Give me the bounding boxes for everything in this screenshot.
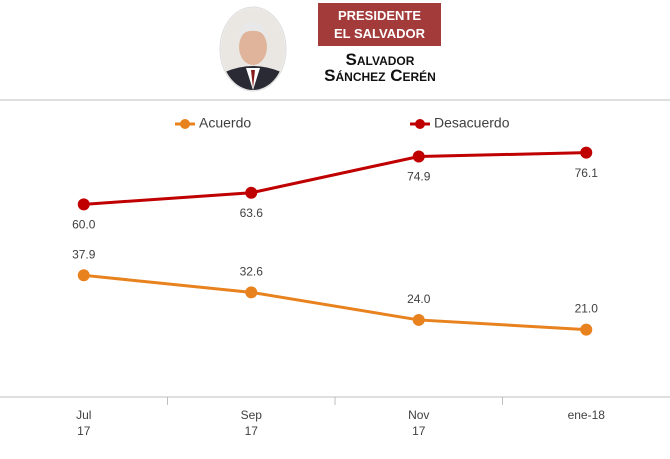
x-tick-label: Jul 17 bbox=[76, 408, 92, 438]
point bbox=[412, 150, 425, 163]
data-label: 32.6 bbox=[240, 264, 264, 278]
legend-marker bbox=[415, 119, 425, 129]
point bbox=[245, 286, 258, 299]
point bbox=[412, 313, 425, 326]
data-label: 37.9 bbox=[72, 247, 96, 261]
title-badge: PRESIDENTE EL SALVADOR bbox=[318, 3, 441, 46]
data-label: 60.0 bbox=[72, 218, 96, 232]
point bbox=[77, 198, 90, 211]
point bbox=[580, 323, 593, 336]
portrait bbox=[219, 6, 287, 92]
name: Sánchez Cerén bbox=[324, 66, 436, 85]
legend-marker bbox=[180, 119, 190, 129]
point bbox=[77, 269, 90, 282]
series-line bbox=[83, 273, 587, 332]
name: Salvador bbox=[345, 50, 415, 69]
legend-label: Desacuerdo bbox=[434, 115, 510, 131]
data-label: 74.9 bbox=[407, 170, 431, 184]
point bbox=[580, 146, 593, 159]
data-label: 21.0 bbox=[575, 302, 599, 316]
x-tick-label: Sep 17 bbox=[240, 408, 262, 438]
point bbox=[245, 186, 258, 199]
x-tick-label: ene-18 bbox=[567, 408, 605, 422]
legend-label: Acuerdo bbox=[199, 115, 251, 131]
data-label: 76.1 bbox=[575, 166, 599, 180]
data-label: 24.0 bbox=[407, 292, 431, 306]
x-tick-label: Nov 17 bbox=[408, 408, 430, 438]
data-label: 63.6 bbox=[240, 206, 264, 220]
series-line bbox=[83, 151, 587, 206]
